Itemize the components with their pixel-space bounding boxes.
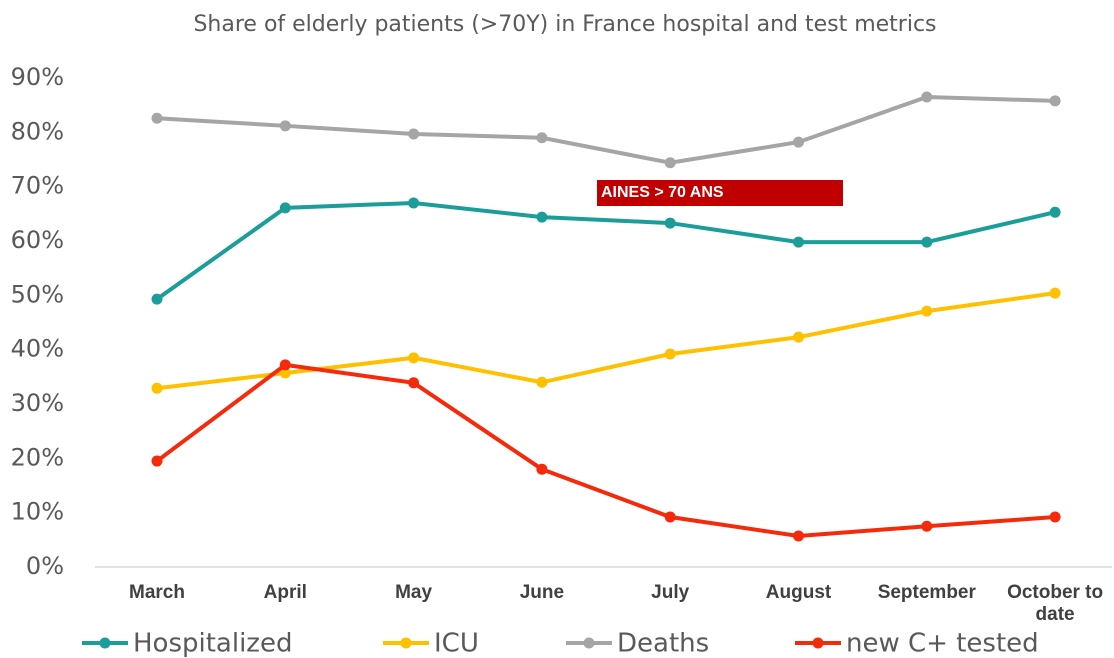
y-tick-label: 80% (11, 117, 64, 145)
chart-title: Share of elderly patients (>70Y) in Fran… (193, 12, 936, 37)
data-point (151, 455, 163, 467)
data-point (1049, 287, 1061, 299)
x-tick-label: September (877, 582, 976, 603)
legend-dot (99, 637, 111, 649)
x-tick-label-box: August (765, 582, 832, 603)
series-line (156, 95, 1056, 165)
y-tick-label: 50% (11, 280, 64, 308)
x-tick-label-box: October to date (1007, 582, 1104, 625)
x-tick-label: June (519, 582, 565, 603)
data-point (408, 197, 420, 209)
series-line (155, 200, 1056, 301)
data-point (1049, 95, 1061, 107)
data-point (793, 136, 804, 148)
data-point (1049, 206, 1061, 218)
legend-item: ICU (383, 629, 479, 658)
x-tick-label: May (395, 582, 433, 603)
data-point (921, 520, 933, 532)
data-point (279, 367, 291, 379)
x-tick-label: October to date (1007, 582, 1104, 625)
y-tick-label: 60% (11, 226, 64, 254)
data-point (536, 132, 548, 144)
data-point (921, 305, 933, 317)
y-tick-label: 70% (11, 172, 64, 200)
data-point (151, 112, 163, 124)
x-tick-label: July (651, 582, 690, 603)
data-point (1049, 511, 1061, 523)
data-point (279, 359, 291, 371)
data-point (408, 128, 420, 140)
data-point (151, 293, 163, 305)
data-point (793, 331, 804, 343)
legend-item: Hospitalized (82, 629, 292, 658)
legend-dot (400, 637, 412, 649)
legend-dot (583, 637, 595, 649)
x-tick-label-box: July (651, 582, 690, 603)
legend-label: new C+ tested (846, 629, 1039, 658)
series-line (156, 291, 1056, 391)
data-point (664, 348, 676, 360)
y-tick-label: 10% (11, 498, 64, 526)
x-tick-label-box: June (519, 582, 565, 603)
y-tick-label: 90% (11, 63, 64, 91)
x-tick-label-box: September (877, 582, 976, 603)
y-tick-label: 0% (26, 552, 64, 580)
annotation: AINES > 70 ANS (601, 184, 724, 201)
data-point (536, 463, 548, 475)
x-tick-label-box: April (263, 582, 307, 603)
data-point (151, 382, 163, 394)
legend-dot (812, 637, 824, 649)
series-line (155, 362, 1056, 539)
x-tick-label: April (263, 582, 307, 603)
y-tick-label: 40% (11, 335, 64, 363)
data-point (536, 376, 548, 388)
x-tick-label: August (765, 582, 832, 603)
legend-label: Deaths (617, 629, 709, 658)
data-point (793, 530, 804, 542)
legend-item: Deaths (566, 629, 709, 658)
data-point (408, 352, 420, 364)
legend-label: Hospitalized (133, 629, 292, 658)
legend-label: ICU (434, 629, 479, 658)
data-point (921, 236, 933, 248)
data-point (664, 217, 676, 229)
x-tick-label-box: May (395, 582, 433, 603)
x-tick-label-box: March (129, 582, 185, 603)
legend-item: new C+ tested (795, 629, 1039, 658)
y-tick-label: 20% (11, 443, 64, 471)
data-point (921, 91, 933, 103)
data-point (793, 236, 804, 248)
data-point (279, 202, 291, 214)
y-tick-label: 30% (11, 389, 64, 417)
annotation-box (597, 180, 843, 206)
data-point (664, 157, 676, 169)
x-tick-label: March (129, 582, 185, 603)
data-point (408, 377, 420, 389)
data-point (279, 120, 291, 132)
data-point (664, 511, 676, 523)
data-point (536, 211, 548, 223)
